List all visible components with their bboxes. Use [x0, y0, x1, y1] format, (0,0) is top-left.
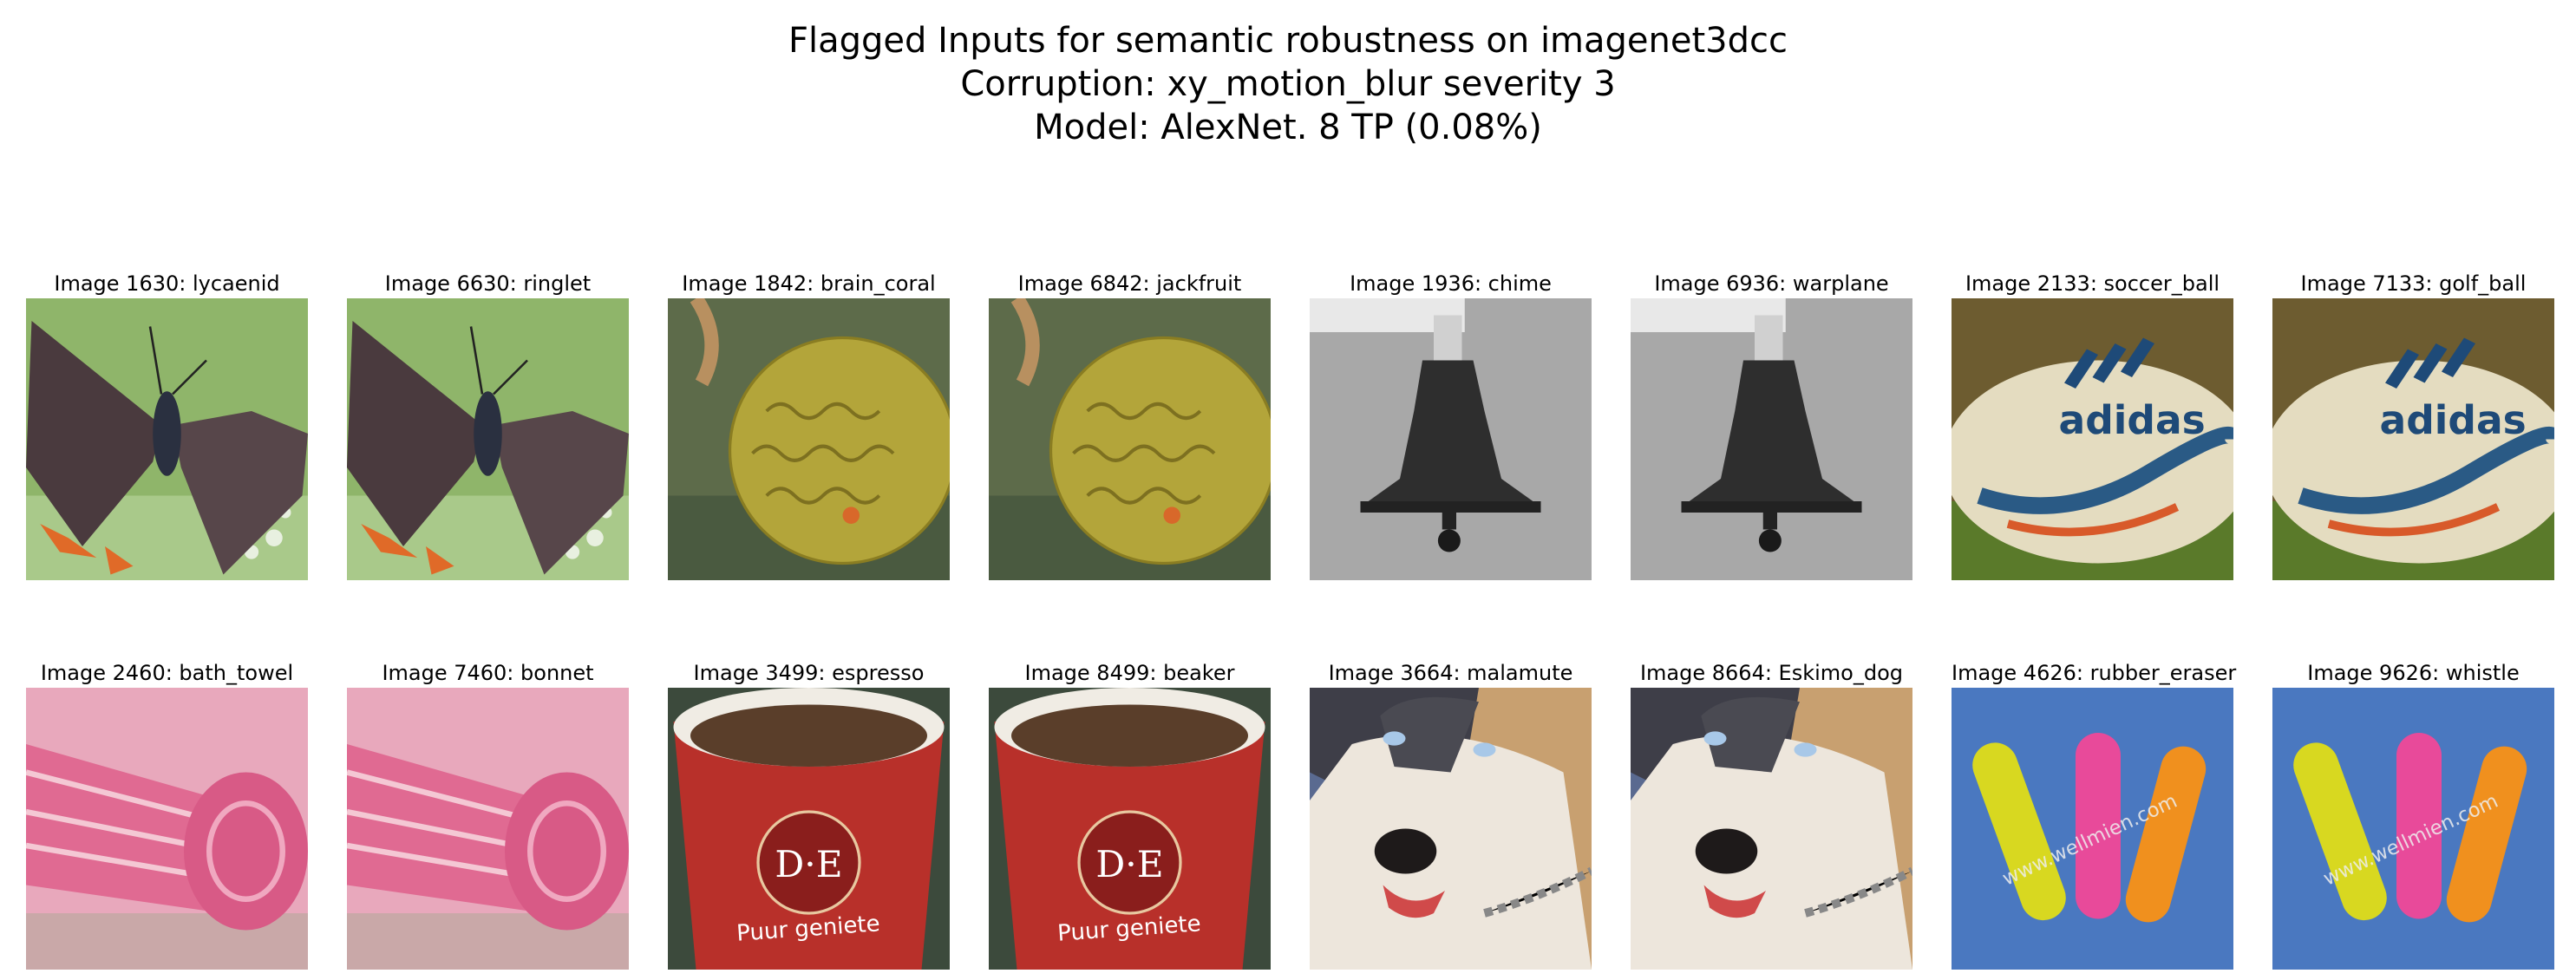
image-panel: Image 6936: warplane: [1631, 269, 1912, 580]
rugby-ball-icon: adidas: [2272, 298, 2554, 580]
image-caption: Image 7460: bonnet: [382, 661, 594, 685]
image-caption: Image 7133: golf_ball: [2300, 271, 2527, 296]
image-panel: Image 1630: lycaenid: [26, 269, 308, 580]
image-panel: Image 7460: bonnet: [347, 658, 629, 970]
coral-icon: [989, 298, 1271, 580]
coffee-cup-icon: D·E Puur geniete: [668, 688, 950, 970]
cup-logo-text: D·E: [775, 843, 842, 885]
bandage-icon: www.wellmien.com: [1952, 688, 2233, 970]
title-line-3: Model: AlexNet. 8 TP (0.08%): [1034, 108, 1542, 147]
coffee-cup-icon: D·E Puur geniete: [989, 688, 1271, 970]
image-caption: Image 6630: ringlet: [384, 271, 592, 296]
image-panel: Image 6842: jackfruit: [989, 269, 1271, 580]
bell-icon: [1631, 298, 1912, 580]
image-caption: Image 1842: brain_coral: [682, 271, 936, 296]
image-panel: Image 4626: rubber_eraser www.wellmien.c…: [1952, 658, 2237, 970]
image-caption: Image 8664: Eskimo_dog: [1639, 661, 1904, 685]
image-caption: Image 2460: bath_towel: [40, 661, 294, 685]
image-panel: Image 3664: malamute: [1310, 658, 1592, 970]
ball-logo-text: adidas: [2380, 397, 2527, 443]
bell-icon: [1310, 298, 1592, 580]
image-panel: Image 2133: soccer_ball adidas: [1952, 269, 2233, 580]
dog-icon: [1631, 688, 1912, 970]
image-caption: Image 3499: espresso: [693, 661, 925, 685]
title-line-1: Flagged Inputs for semantic robustness o…: [788, 21, 1788, 61]
bandage-icon: www.wellmien.com: [2272, 688, 2554, 970]
cup-logo-text: D·E: [1095, 843, 1163, 885]
image-caption: Image 6842: jackfruit: [1017, 271, 1242, 296]
image-caption: Image 3664: malamute: [1328, 661, 1573, 685]
image-panel: Image 8664: Eskimo_dog: [1631, 658, 1912, 970]
image-caption: Image 6936: warplane: [1654, 271, 1889, 296]
towel-icon: [26, 688, 308, 970]
figure-title: Flagged Inputs for semantic robustness o…: [0, 19, 2576, 149]
image-caption: Image 2133: soccer_ball: [1965, 271, 2220, 296]
image-caption: Image 1630: lycaenid: [54, 271, 280, 296]
coral-icon: [668, 298, 950, 580]
image-grid: Image 1630: lycaenid Image 6630: ringlet: [26, 269, 2554, 970]
butterfly-icon: [26, 298, 308, 580]
image-panel: Image 9626: whistle www.wellmien.com: [2272, 658, 2554, 970]
image-panel: Image 7133: golf_ball adidas: [2272, 269, 2554, 580]
image-panel: Image 6630: ringlet: [347, 269, 629, 580]
ball-logo-text: adidas: [2059, 397, 2206, 443]
rugby-ball-icon: adidas: [1952, 298, 2233, 580]
image-caption: Image 1936: chime: [1350, 271, 1552, 296]
image-panel: Image 2460: bath_towel: [26, 658, 308, 970]
image-caption: Image 4626: rubber_eraser: [1952, 661, 2237, 685]
butterfly-icon: [347, 298, 629, 580]
image-panel: Image 1842: brain_coral: [668, 269, 950, 580]
towel-icon: [347, 688, 629, 970]
title-line-2: Corruption: xy_motion_blur severity 3: [960, 64, 1616, 104]
image-panel: Image 8499: beaker D·E Puur geniete: [989, 658, 1271, 970]
dog-icon: [1310, 688, 1592, 970]
image-caption: Image 8499: beaker: [1024, 661, 1235, 685]
image-panel: Image 1936: chime: [1310, 269, 1592, 580]
image-panel: Image 3499: espresso D·E Puur geniete: [668, 658, 950, 970]
image-caption: Image 9626: whistle: [2307, 661, 2520, 685]
